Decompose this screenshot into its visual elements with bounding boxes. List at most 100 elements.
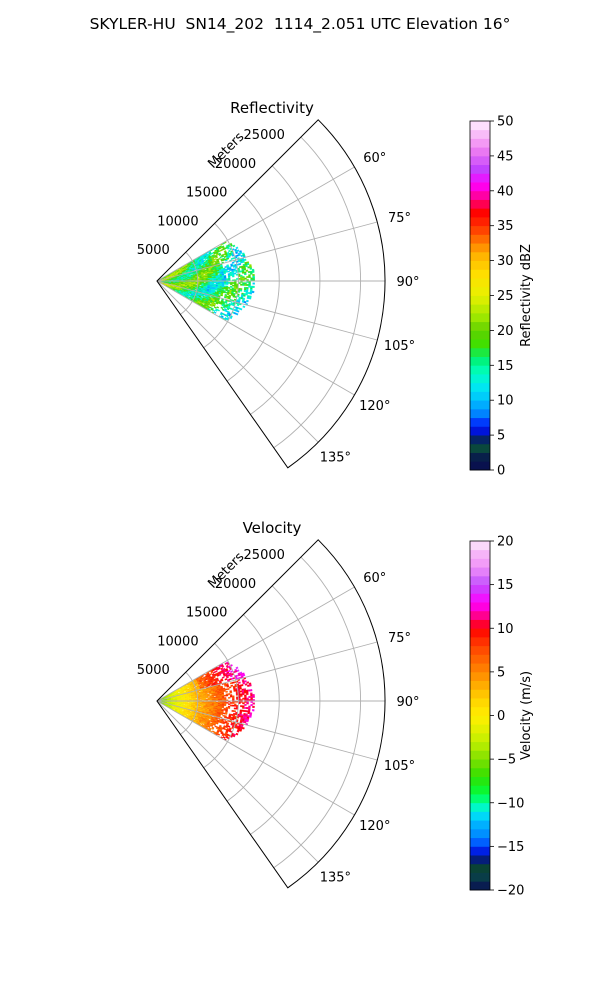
data-cell (236, 249, 240, 252)
data-cell (239, 266, 242, 269)
data-cell (252, 702, 255, 705)
colorbar-tick-label: 20 (497, 324, 514, 339)
data-cell (232, 702, 235, 704)
data-cell (225, 270, 228, 273)
radial-tick-label: 15000 (186, 606, 227, 621)
colorbar-band (470, 251, 490, 262)
colorbar-band (470, 846, 490, 856)
colorbar-band (470, 628, 490, 638)
colorbar-band (470, 881, 490, 891)
data-cell (252, 282, 255, 285)
data-cell (225, 283, 229, 285)
radial-tick-label: 15000 (186, 186, 227, 201)
data-cell (225, 289, 228, 292)
data-cell (217, 272, 220, 274)
data-cell (243, 258, 247, 262)
colorbar-band (470, 234, 490, 244)
colorbar-tick-label: −5 (497, 753, 516, 768)
data-cell (221, 277, 225, 279)
data-cell (240, 274, 243, 277)
data-cell (216, 306, 219, 309)
data-cell (225, 690, 228, 693)
data-cell (242, 305, 246, 308)
data-cell (246, 283, 249, 286)
colorbar-band (470, 680, 490, 690)
data-cell (246, 707, 249, 710)
colorbar-band (470, 811, 490, 821)
data-cell (249, 715, 252, 718)
data-cell (242, 705, 245, 708)
colorbar-band (470, 408, 490, 419)
data-cell (251, 290, 255, 294)
data-cell (250, 697, 253, 700)
data-cell (227, 287, 231, 289)
colorbar-band (470, 759, 490, 769)
data-cell (230, 684, 234, 687)
data-cell (246, 692, 249, 695)
data-cell (249, 689, 253, 692)
data-cell (242, 282, 245, 285)
angle-tick-label: 135° (320, 450, 351, 465)
data-cell (225, 688, 228, 691)
colorbar-band (470, 155, 490, 166)
colorbar-band (470, 785, 490, 795)
data-cell (222, 736, 226, 739)
colorbar-band (470, 645, 490, 655)
data-cell (232, 295, 236, 298)
colorbar-tick-label: 40 (497, 184, 514, 199)
data-cell (240, 705, 243, 708)
colorbar-band (470, 584, 490, 594)
angle-tick-label: 105° (384, 759, 415, 774)
data-cell (252, 285, 255, 288)
colorbar-band (470, 347, 490, 357)
data-cell (235, 732, 239, 736)
data-cell (227, 725, 231, 728)
data-cell (235, 666, 239, 670)
data-cell (215, 701, 219, 704)
data-cell (213, 698, 217, 701)
data-cell (229, 269, 232, 271)
data-cell (239, 289, 243, 292)
data-cell (221, 676, 225, 679)
data-cell (229, 292, 232, 295)
data-cell (234, 704, 237, 707)
data-cell (248, 285, 251, 288)
velocity-colorbar: −20 −15 −10 −5 0 5 10 15 20 Velocity (m/s) (469, 535, 534, 899)
colorbar-band (470, 794, 490, 804)
radial-tick-label: 5000 (137, 663, 170, 678)
data-cell (233, 269, 236, 272)
colorbar-band (470, 382, 490, 392)
data-cell (243, 720, 247, 724)
colorbar-band (470, 698, 490, 708)
data-cell (252, 705, 255, 708)
colorbar-band (470, 286, 490, 296)
colorbar-band (470, 417, 490, 427)
angular-gridline (156, 700, 319, 863)
data-cell (226, 685, 230, 688)
data-cell (232, 244, 236, 248)
data-cell (247, 271, 251, 274)
colorbar-band (470, 654, 490, 664)
angle-tick-label: 60° (363, 571, 386, 586)
data-cell (245, 293, 248, 296)
data-cell (221, 697, 225, 699)
angle-tick-label: 120° (359, 399, 390, 414)
colorbar-band (470, 461, 490, 471)
colorbar-tick-label: 10 (497, 622, 514, 637)
data-cell (247, 712, 251, 715)
angular-gridline (156, 280, 355, 396)
data-cell (243, 709, 247, 713)
colorbar-band (470, 216, 490, 227)
data-cell (201, 699, 204, 701)
data-cell (246, 276, 249, 279)
angle-tick-label: 120° (359, 819, 390, 834)
data-cell (248, 282, 251, 285)
data-cell (246, 262, 250, 266)
colorbar-band (470, 199, 490, 209)
data-cell (233, 689, 236, 692)
reflectivity-panel: Reflectivity500010000150002000025000Mete… (137, 99, 420, 469)
data-cell (249, 267, 253, 270)
colorbar-tick-label: 30 (497, 254, 514, 269)
colorbar-band (470, 863, 490, 873)
